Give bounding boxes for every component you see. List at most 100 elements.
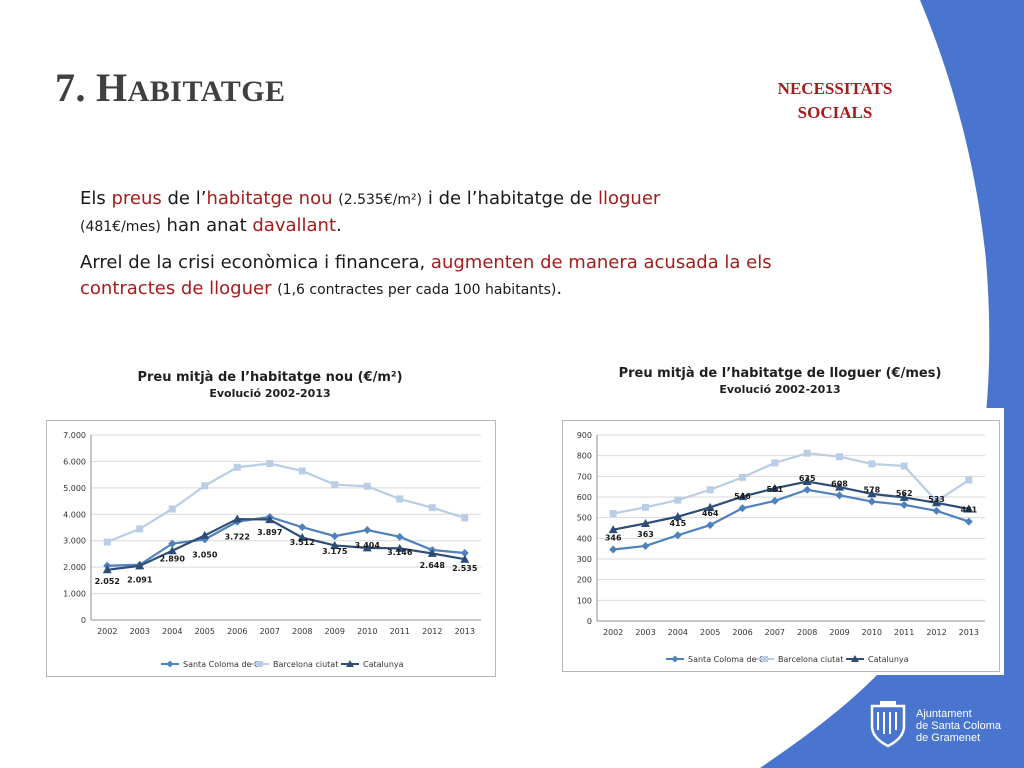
chart1-legend-marker (257, 661, 263, 667)
chart1-point (331, 481, 339, 489)
logo-text: Ajuntament de Santa Coloma de Gramenet (916, 708, 1001, 744)
chart2-point (608, 525, 618, 534)
chart1-legend-label: Catalunya (363, 660, 404, 669)
title-number: 7. (55, 65, 86, 110)
chart2-point (803, 485, 812, 494)
chart2-data-label: 464 (702, 509, 719, 518)
chart1-point (103, 538, 111, 546)
chart1-point (298, 467, 306, 475)
chart1-series-line-2 (107, 517, 465, 571)
chart2-legend-label: Santa Coloma de G. (688, 655, 768, 664)
chart2-point (641, 541, 650, 550)
chart2-ytick-label: 600 (577, 493, 592, 502)
chart2-title-block: Preu mitjà de l’habitatge de lloguer (€/… (560, 366, 1000, 396)
chart2-legend-marker (851, 655, 859, 662)
chart1-point (363, 482, 371, 490)
logo-line3: de Gramenet (916, 732, 981, 744)
chart2-xtick-label: 2010 (862, 628, 882, 637)
chart1-data-label: 3.146 (387, 548, 413, 557)
chart2-ytick-label: 400 (577, 534, 592, 543)
chart1-point (395, 532, 404, 541)
chart1-point (297, 533, 307, 542)
chart2-xtick-label: 2009 (829, 628, 849, 637)
chart1-point (102, 565, 112, 574)
chart2-ytick-label: 800 (577, 452, 592, 461)
chart1-xtick-label: 2011 (390, 627, 410, 636)
chart2-series-line-0 (613, 488, 970, 551)
chart2-subtitle: Evolució 2002-2013 (719, 383, 841, 396)
chart2-point (673, 512, 683, 521)
chart2-frame: 0 100 200 300 400 500 600 700 800 900 2002 2003 2004… (562, 420, 1000, 672)
chart1-xtick-label: 2007 (260, 627, 280, 636)
chart2-data-label: 363 (637, 530, 654, 539)
chart1-xtick-label: 2012 (422, 627, 442, 636)
chart1-data-label: 3.404 (355, 541, 381, 550)
chart1-ytick-label: 7.000 (63, 431, 86, 440)
logo-line2: de Santa Coloma (916, 720, 1001, 732)
chart1-ytick-label: 2.000 (63, 563, 86, 572)
chart2-ytick-label: 100 (577, 596, 592, 605)
slide-title: 7. HABITATGE (55, 64, 286, 111)
chart1-data-label: 2.052 (95, 577, 120, 586)
p1-text: i de l’habitatge de (422, 188, 598, 209)
chart1-point (396, 495, 404, 503)
chart2-point (932, 506, 941, 515)
chart2-data-label: 608 (831, 479, 848, 488)
p2-highlight: augmenten de manera acusada la els contr… (80, 252, 772, 299)
chart1-ytick-label: 0 (81, 616, 86, 625)
chart1-legend-label: Barcelona ciutat (273, 660, 338, 669)
chart2-ytick-label: 900 (577, 431, 592, 440)
chart1-xtick-label: 2003 (130, 627, 150, 636)
chart1-xtick-label: 2009 (325, 627, 345, 636)
chart1-data-label: 2.091 (127, 576, 153, 585)
chart-panel-rental-housing: Preu mitjà de l’habitatge de lloguer (€/… (560, 360, 1004, 675)
coat-of-arms-icon (870, 701, 906, 748)
chart2-point (673, 531, 682, 540)
chart1-xtick-label: 2013 (455, 627, 475, 636)
chart2-xtick-label: 2011 (894, 628, 914, 637)
chart1-point (167, 546, 177, 555)
chart2-data-label: 578 (863, 486, 880, 495)
chart2-legend-label: Barcelona ciutat (778, 655, 843, 664)
chart2-point (770, 483, 780, 492)
chart1-point (298, 523, 307, 532)
title-initial: H (96, 65, 128, 110)
p1-price-new: (2.535€/m²) (338, 192, 423, 208)
p2-text: Arrel de la crisi econòmica i financera, (80, 252, 431, 273)
chart2-data-label: 346 (605, 533, 622, 542)
p2-text: . (556, 278, 563, 299)
chart1-ytick-label: 1.000 (63, 590, 86, 599)
chart1-data-label: 3.722 (225, 533, 250, 542)
chart2-white-backdrop (560, 360, 900, 410)
chart2-ytick-label: 300 (577, 555, 592, 564)
chart1-data-label: 3.897 (257, 528, 282, 537)
chart1-data-label: 3.175 (322, 547, 348, 556)
chart2-point (868, 460, 876, 468)
chart2-xtick-label: 2012 (926, 628, 946, 637)
chart1-data-label: 2.648 (420, 561, 446, 570)
p1-text: de l’ (161, 188, 207, 209)
chart2-point (835, 491, 844, 500)
chart2-xtick-label: 2006 (732, 628, 752, 637)
chart1-xtick-label: 2002 (97, 627, 117, 636)
chart2-xtick-label: 2004 (668, 628, 688, 637)
chart1-ytick-label: 6.000 (63, 457, 86, 466)
chart2-point (867, 497, 876, 506)
chart1-series-line-1 (106, 462, 466, 544)
chart2-point (609, 510, 617, 518)
chart2-data-label: 635 (799, 474, 816, 483)
chart1-legend-label: Santa Coloma de G. (183, 660, 263, 669)
chart2-point (802, 477, 812, 485)
chart1-point (265, 515, 275, 524)
chart2-point (899, 492, 909, 501)
chart2-xtick-label: 2013 (959, 628, 979, 637)
paragraph-1: Els preus de l’habitatge nou (2.535€/m²)… (80, 186, 780, 240)
chart2-xtick-label: 2002 (603, 628, 623, 637)
chart2-ytick-label: 500 (577, 514, 592, 523)
chart1-frame: 0 1.000 2.000 3.000 4.000 5.000 6.000 7.000 2002… (46, 420, 496, 677)
chart1-title-block: Preu mitjà de l’habitatge nou (€/m²) Evo… (40, 370, 500, 400)
chart1-xtick-label: 2010 (357, 627, 377, 636)
chart1-point (135, 561, 145, 570)
chart1-point (233, 463, 241, 471)
chart1-plot: 0 1.000 2.000 3.000 4.000 5.000 6.000 7.000 2002… (63, 431, 481, 669)
